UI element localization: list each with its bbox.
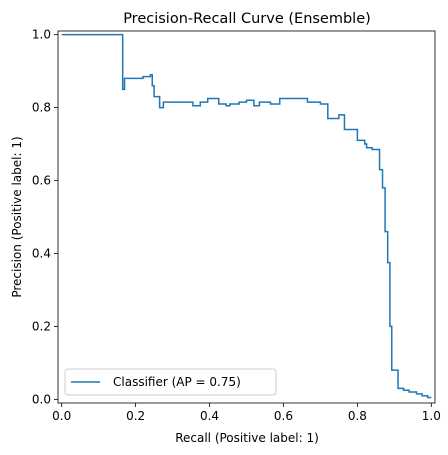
x-axis-label: Recall (Positive label: 1) [175, 431, 319, 445]
plot-area [58, 31, 435, 403]
x-tick-label: 0.0 [52, 409, 71, 423]
pr-curve-line [61, 33, 432, 399]
x-tick-label: 0.8 [348, 409, 367, 423]
x-tick-label: 1.0 [422, 409, 441, 423]
y-tick-label: 0.6 [32, 174, 51, 188]
x-tick-label: 0.4 [200, 409, 219, 423]
y-tick-label: 0.8 [32, 101, 51, 115]
x-tick-label: 0.6 [274, 409, 293, 423]
y-tick-label: 0.2 [32, 319, 51, 333]
plot-frame [57, 30, 436, 404]
x-tick-label: 0.2 [126, 409, 145, 423]
legend-box [64, 368, 277, 396]
y-axis-label: Precision (Positive label: 1) [10, 136, 24, 297]
y-tick-label: 0.4 [32, 246, 51, 260]
y-tick-label: 1.0 [32, 28, 51, 42]
series-layer [61, 33, 432, 399]
axis-ticks: 0.0 0.2 0.4 0.6 0.8 1.0 0.0 0.2 0.4 0.6 0.8 1.0 [32, 28, 441, 423]
chart-title: Precision-Recall Curve (Ensemble) [123, 11, 371, 27]
legend-label: Classifier (AP = 0.75) [113, 375, 241, 389]
y-tick-label: 0.0 [32, 392, 51, 406]
legend: Classifier (AP = 0.75) [64, 368, 277, 396]
